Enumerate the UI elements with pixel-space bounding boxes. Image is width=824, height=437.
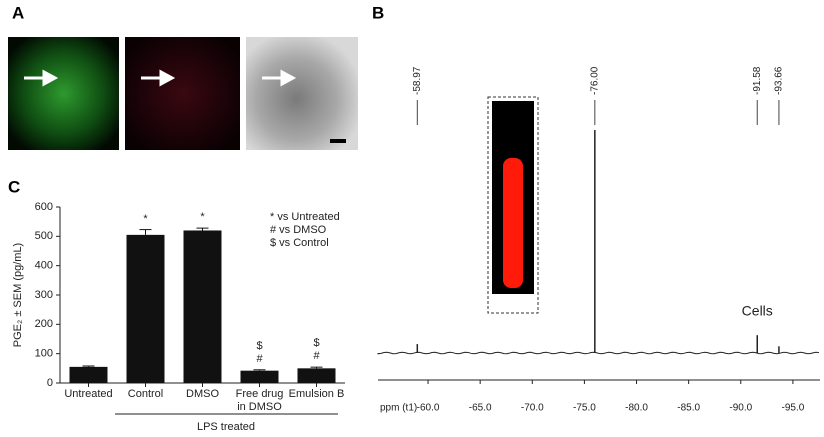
- arrows: [24, 69, 297, 87]
- x-tick-label: -80.0: [625, 403, 648, 414]
- panel-label: C: [8, 177, 20, 196]
- x-tick-label: DMSO: [186, 388, 219, 400]
- x-tick-label: -75.0: [573, 403, 596, 414]
- x-tick-label: -90.0: [729, 403, 752, 414]
- x-tick-label: Untreated: [64, 388, 113, 400]
- significance-mark: $ #: [313, 337, 320, 363]
- y-tick-label: 500: [35, 230, 53, 242]
- y-tick-label: 400: [35, 260, 53, 272]
- peak-label: -91.58: [752, 66, 763, 95]
- scale-bar: [330, 139, 346, 143]
- inset-label: Cells: [503, 297, 524, 307]
- group-label: LPS treated: [197, 421, 255, 433]
- x-tick-label: -95.0: [781, 403, 804, 414]
- peak-label: -93.66: [774, 66, 785, 95]
- x-tick-label: -70.0: [521, 403, 544, 414]
- fluorescence-image: [125, 37, 240, 150]
- bar: [240, 370, 279, 383]
- bar: [297, 368, 336, 383]
- y-tick-label: 200: [35, 318, 53, 330]
- x-tick-label: -60.0: [417, 403, 440, 414]
- legend-note: # vs DMSO: [270, 224, 327, 236]
- inset-sample: [503, 158, 523, 288]
- brightfield-image: [246, 37, 358, 150]
- bar: [126, 234, 165, 383]
- baseline: [377, 351, 820, 355]
- peak-label: -76.00: [589, 66, 600, 95]
- peak-annotation: Cells: [742, 303, 773, 319]
- x-tick-label: -85.0: [677, 403, 700, 414]
- fluorescence-image: [8, 37, 119, 150]
- peak-label: -58.97: [412, 66, 423, 95]
- panel-label: A: [12, 3, 24, 22]
- panel-label: B: [372, 3, 384, 22]
- legend-note: $ vs Control: [270, 237, 329, 249]
- y-tick-label: 100: [35, 348, 53, 360]
- significance-mark: *: [200, 211, 205, 224]
- x-tick-label: Control: [127, 388, 164, 400]
- bar: [183, 230, 222, 383]
- inset-frame: [487, 96, 539, 314]
- bar: [69, 366, 108, 383]
- x-tick-label: Emulsion B: [288, 388, 345, 400]
- y-axis-label: PGE₂ ± SEM (pg/mL): [12, 243, 24, 347]
- y-tick-label: 0: [47, 377, 53, 389]
- x-tick-label: Free drug in DMSO: [235, 388, 284, 413]
- y-tick-label: 600: [35, 201, 53, 213]
- x-tick-label: -65.0: [469, 403, 492, 414]
- x-axis-label: ppm (t1): [380, 403, 417, 414]
- significance-mark: $ #: [256, 339, 263, 365]
- y-tick-label: 300: [35, 289, 53, 301]
- legend-note: * vs Untreated: [270, 211, 340, 223]
- significance-mark: *: [143, 212, 148, 225]
